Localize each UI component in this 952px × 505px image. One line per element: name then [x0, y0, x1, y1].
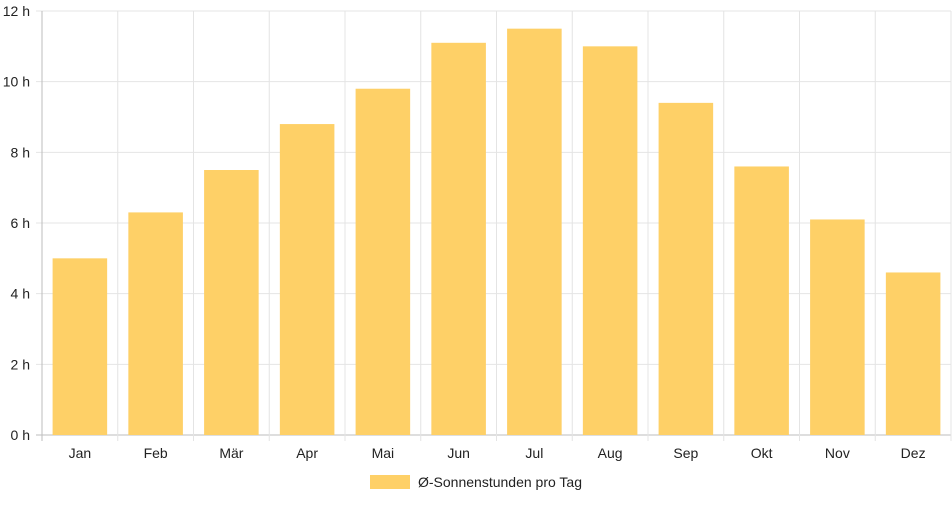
bar-nov[interactable]: [810, 219, 865, 435]
x-tick-label: Aug: [598, 445, 623, 461]
bar-aug[interactable]: [582, 46, 638, 435]
x-tick-label: Jun: [447, 445, 470, 461]
y-tick-label: 10 h: [3, 74, 30, 90]
y-tick-label: 0 h: [11, 427, 30, 443]
bar-dez[interactable]: [885, 272, 941, 435]
x-tick-label: Feb: [144, 445, 168, 461]
x-tick-label: Jan: [69, 445, 92, 461]
x-tick-label: Mai: [372, 445, 395, 461]
x-tick-label: Okt: [751, 445, 773, 461]
bar-jun[interactable]: [431, 42, 486, 436]
bar-mai[interactable]: [355, 88, 411, 435]
y-tick-label: 4 h: [11, 286, 30, 302]
legend[interactable]: Ø-Sonnenstunden pro Tag: [370, 474, 582, 490]
bar-apr[interactable]: [279, 124, 335, 436]
y-tick-label: 12 h: [3, 3, 30, 19]
x-tick-label: Jul: [525, 445, 543, 461]
legend-label: Ø-Sonnenstunden pro Tag: [418, 474, 582, 490]
x-tick-label: Apr: [296, 445, 318, 461]
bar-series: [52, 28, 941, 436]
axes: 0 h 2 h 4 h 6 h 8 h 10 h 12 h Jan Feb Mär Apr Mai Ju…: [3, 3, 926, 461]
grid-lines: [36, 10, 952, 441]
y-tick-label: 2 h: [11, 356, 30, 372]
bar-sep[interactable]: [658, 102, 714, 435]
y-tick-label: 6 h: [11, 215, 30, 231]
bar-okt[interactable]: [734, 166, 789, 435]
bar-feb[interactable]: [128, 212, 183, 435]
bar-jul[interactable]: [507, 28, 562, 436]
x-tick-label: Nov: [825, 445, 850, 461]
x-tick-label: Sep: [673, 445, 698, 461]
bar-jan[interactable]: [52, 258, 108, 435]
y-tick-label: 8 h: [11, 144, 30, 160]
x-tick-label: Dez: [901, 445, 926, 461]
bar-mär[interactable]: [204, 170, 259, 435]
legend-swatch: [370, 475, 410, 489]
x-tick-label: Mär: [219, 445, 243, 461]
